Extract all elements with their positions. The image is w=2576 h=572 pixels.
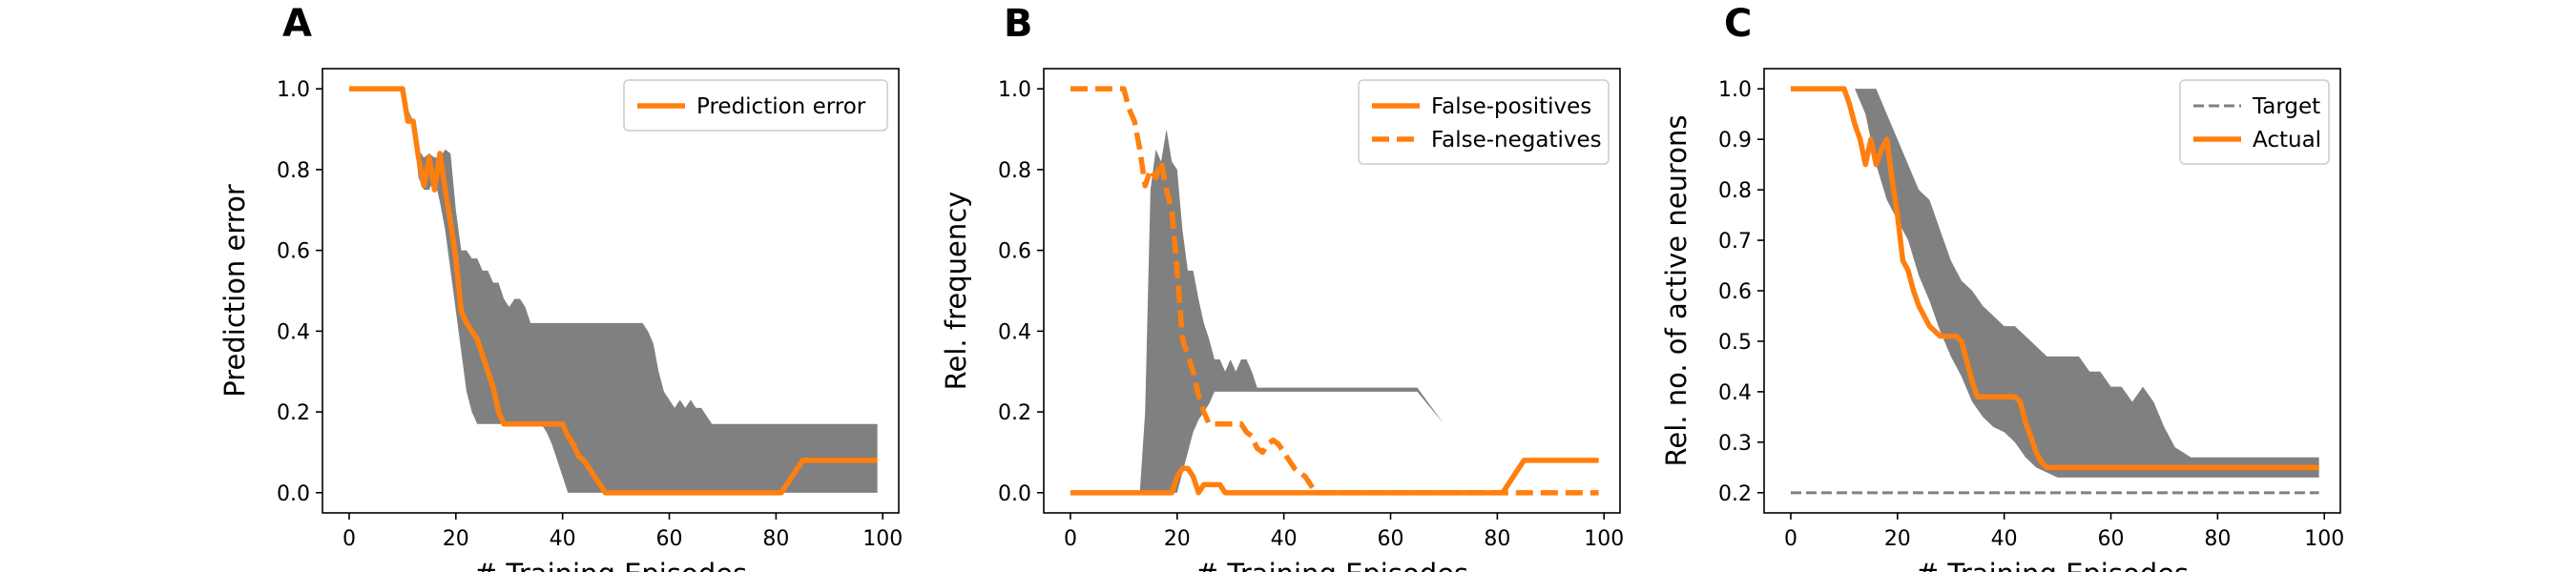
legend-box — [2179, 79, 2330, 165]
y-tick-label: 0.3 — [1718, 432, 1752, 456]
x-tick-label: 60 — [2098, 527, 2125, 551]
legend-label: False-negatives — [1431, 128, 1602, 153]
series-line-prediction-error — [348, 86, 878, 496]
y-axis-label: Prediction error — [218, 184, 251, 398]
x-axis-label: # Training Episodes — [1916, 558, 2189, 572]
panel-letter: A — [282, 2, 312, 46]
y-tick-label: 0.7 — [1718, 230, 1752, 254]
legend: Prediction error — [623, 79, 888, 132]
x-tick-label: 60 — [1378, 527, 1404, 551]
x-tick-label: 100 — [2304, 527, 2344, 551]
series-line-false-positives — [1070, 458, 1599, 496]
y-tick-label: 0.6 — [998, 240, 1031, 264]
y-tick-label: 0.8 — [998, 159, 1031, 183]
y-tick-label: 0.6 — [1718, 280, 1752, 304]
y-tick-label: 0.0 — [998, 482, 1031, 506]
plot-area — [1790, 86, 2319, 495]
x-axis-label: # Training Episodes — [1195, 558, 1468, 572]
legend-box — [623, 79, 888, 132]
axes-frame — [322, 68, 900, 514]
y-tick-label: 0.2 — [277, 401, 310, 425]
panel-b: 0 20 40 60 80 100 0.0 0.2 0.4 0.6 0.8 1.0 # Training… — [940, 2, 1624, 572]
legend-box — [1358, 79, 1610, 165]
y-tick-label: 1.0 — [998, 78, 1031, 102]
series-line-false-negatives — [1070, 86, 1599, 496]
x-tick-label: 40 — [1991, 527, 2018, 551]
x-tick-label: 0 — [1784, 527, 1797, 551]
panel-c: 0 20 40 60 80 100 0.2 0.3 0.4 0.5 0.6 0.7 0.8 0.9 1.0 #… — [1660, 2, 2344, 572]
x-tick-label: 80 — [2204, 527, 2231, 551]
axes-frame — [1043, 68, 1621, 514]
y-tick-label: 0.8 — [1718, 179, 1752, 203]
x-tick-label: 40 — [550, 527, 576, 551]
y-tick-label: 0.0 — [277, 482, 310, 506]
x-tick-label: 40 — [1271, 527, 1298, 551]
y-tick-label: 1.0 — [277, 78, 310, 102]
x-tick-label: 20 — [1884, 527, 1911, 551]
y-tick-label: 0.8 — [277, 159, 310, 183]
legend-label: Target — [2252, 94, 2320, 119]
plot-area — [1070, 86, 1599, 496]
y-tick-label: 0.2 — [998, 401, 1031, 425]
panel-letter: B — [1004, 2, 1033, 46]
x-tick-label: 0 — [343, 527, 356, 551]
x-tick-label: 0 — [1064, 527, 1077, 551]
x-tick-label: 20 — [1164, 527, 1191, 551]
x-tick-label: 20 — [443, 527, 469, 551]
y-axis-label: Rel. frequency — [940, 192, 972, 391]
std-band — [1790, 89, 2319, 478]
y-tick-label: 0.5 — [1718, 331, 1752, 355]
std-band — [348, 89, 878, 493]
legend: Target Actual — [2179, 79, 2330, 165]
plot-area — [348, 86, 878, 496]
y-tick-label: 0.2 — [1718, 482, 1752, 506]
legend-label: Actual — [2253, 128, 2321, 153]
y-tick-label: 0.4 — [998, 320, 1031, 344]
x-tick-label: 100 — [1584, 527, 1624, 551]
y-tick-label: 0.6 — [277, 240, 310, 264]
y-tick-label: 0.9 — [1718, 129, 1752, 153]
x-tick-label: 60 — [656, 527, 683, 551]
x-axis-label: # Training Episodes — [474, 558, 747, 572]
x-tick-label: 80 — [1484, 527, 1510, 551]
legend-label: False-positives — [1431, 94, 1591, 119]
y-tick-label: 0.4 — [277, 320, 310, 344]
panel-a: 0 20 40 60 80 100 0.0 0.2 0.4 0.6 0.8 1.0 # Training… — [218, 2, 903, 572]
legend: False-positives False-negatives — [1358, 79, 1610, 165]
panel-letter: C — [1724, 2, 1752, 46]
y-axis-label: Rel. no. of active neurons — [1660, 115, 1693, 467]
std-band — [1070, 129, 1599, 493]
series-line-actual — [1790, 86, 2319, 471]
y-tick-label: 0.4 — [1718, 381, 1752, 405]
legend-label: Prediction error — [696, 94, 866, 119]
x-tick-label: 100 — [862, 527, 903, 551]
x-tick-label: 80 — [762, 527, 789, 551]
y-tick-label: 1.0 — [1718, 78, 1752, 102]
